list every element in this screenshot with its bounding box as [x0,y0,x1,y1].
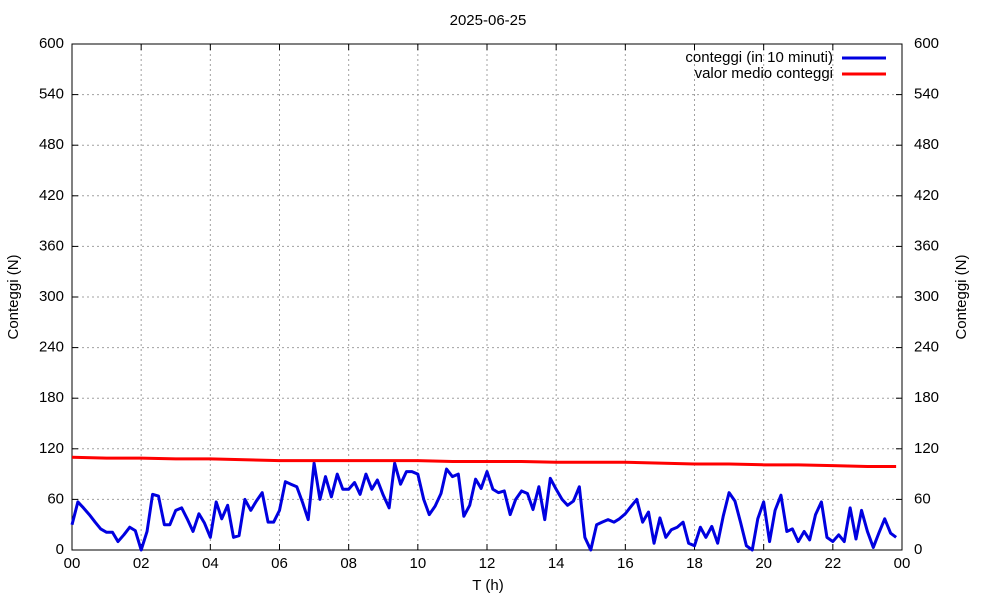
data-line [71,455,897,469]
x-tick-label: 00 [64,555,81,572]
x-tick-label: 22 [824,555,841,572]
y2-axis-label: Conteggi (N) [953,254,970,339]
y-tick-label: 540 [39,86,64,103]
y-axis-label: Conteggi (N) [5,254,22,339]
y-tick-label: 180 [39,389,64,406]
x-tick-label: 10 [409,555,426,572]
x-tick-label: 02 [133,555,150,572]
y-tick-label: 60 [47,490,64,507]
y-tick-label: 420 [39,187,64,204]
x-tick-label: 04 [202,555,219,572]
y2-tick-label: 300 [914,288,939,305]
y-tick-label: 480 [39,136,64,153]
data-line [70,461,898,552]
x-tick-label: 16 [617,555,634,572]
y-tick-label: 0 [56,541,64,558]
y2-tick-label: 180 [914,389,939,406]
x-tick-label: 18 [686,555,703,572]
x-tick-label: 14 [548,555,565,572]
plot-frame [71,43,903,551]
y2-tick-label: 60 [914,490,931,507]
x-tick-label: 12 [479,555,496,572]
y2-tick-label: 480 [914,136,939,153]
y2-tick-label: 420 [914,187,939,204]
y-tick-label: 240 [39,339,64,356]
y-tick-label: 120 [39,440,64,457]
y-tick-label: 360 [39,237,64,254]
x-tick-label: 08 [340,555,357,572]
y2-tick-label: 240 [914,339,939,356]
y2-tick-label: 360 [914,237,939,254]
x-tick-label: 20 [755,555,772,572]
legend-label: valor medio conteggi [695,65,833,82]
y2-tick-label: 120 [914,440,939,457]
legend-label: conteggi (in 10 minuti) [685,49,833,66]
x-tick-label: 00 [894,555,911,572]
y2-tick-label: 540 [914,86,939,103]
chart-title: 2025-06-25 [450,12,527,29]
y-tick-label: 300 [39,288,64,305]
y-tick-label: 600 [39,35,64,52]
x-axis-label: T (h) [472,577,503,594]
x-tick-label: 06 [271,555,288,572]
y2-tick-label: 600 [914,35,939,52]
y2-tick-label: 0 [914,541,922,558]
